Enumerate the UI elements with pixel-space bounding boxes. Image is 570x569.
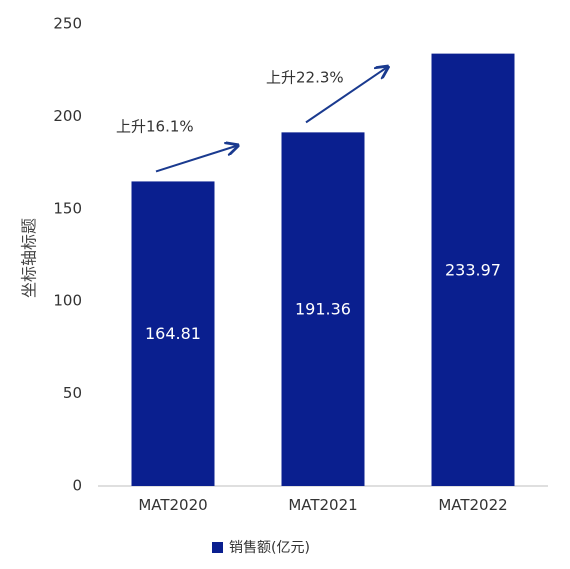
- growth-annotation-label: 上升22.3%: [266, 68, 344, 86]
- bar: [131, 181, 215, 486]
- data-labels: 164.81 191.36 233.97: [145, 260, 501, 343]
- data-label: 164.81: [145, 324, 201, 343]
- x-tick-labels: MAT2020 MAT2021 MAT2022: [138, 496, 507, 514]
- bar-group: [131, 53, 515, 487]
- legend: 销售额(亿元): [212, 540, 310, 556]
- y-tick-label: 250: [53, 15, 82, 33]
- y-tick-label: 150: [53, 199, 82, 217]
- y-tick-label: 0: [72, 477, 82, 495]
- legend-swatch: [212, 542, 223, 553]
- growth-arrow: [305, 67, 388, 124]
- y-tick-label: 50: [63, 384, 82, 402]
- y-tick-label: 200: [53, 107, 82, 125]
- x-tick-label: MAT2021: [288, 496, 357, 514]
- growth-arrow: [155, 145, 238, 173]
- y-tick-labels: 0 50 100 150 200 250: [53, 15, 82, 495]
- growth-annotations: 上升16.1% 上升22.3%: [116, 67, 388, 173]
- y-axis-title: 坐标轴标题: [20, 218, 39, 298]
- data-label: 191.36: [295, 300, 351, 319]
- x-tick-label: MAT2022: [438, 496, 507, 514]
- legend-label: 销售额(亿元): [229, 540, 310, 556]
- bar: [281, 132, 365, 487]
- data-label: 233.97: [445, 260, 501, 279]
- y-tick-label: 100: [53, 292, 82, 310]
- bar: [431, 53, 515, 486]
- growth-annotation-label: 上升16.1%: [116, 117, 194, 135]
- x-tick-label: MAT2020: [138, 496, 207, 514]
